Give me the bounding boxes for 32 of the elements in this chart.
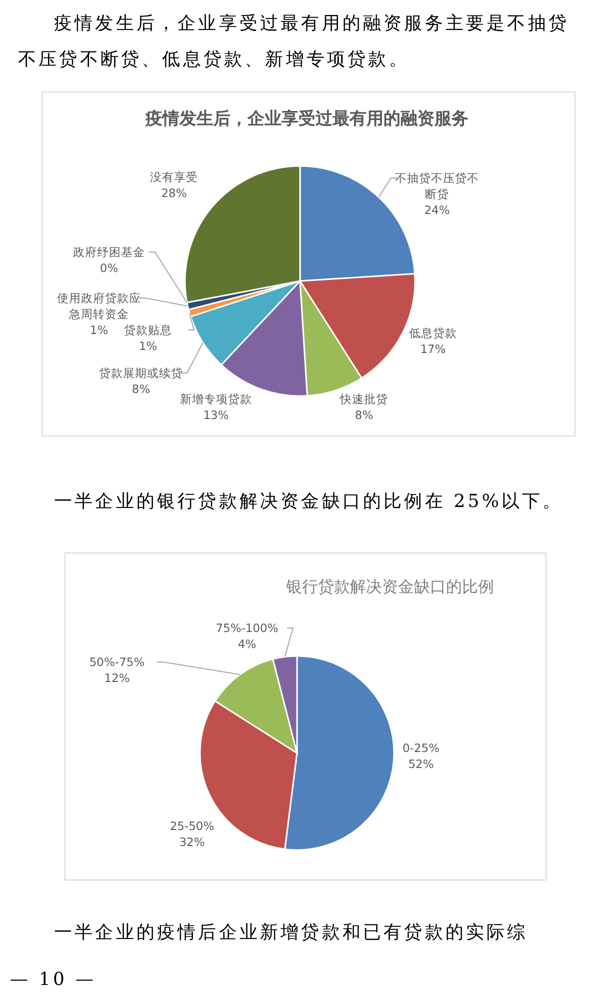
- slice-label: 不抽贷不压贷不断贷: [395, 171, 479, 201]
- data-label: 32%: [179, 835, 205, 849]
- slice-label: 贷款贴息: [124, 323, 172, 337]
- slice-label: 低息贷款: [409, 326, 457, 340]
- data-label: 8%: [132, 382, 150, 396]
- text: 0%: [100, 261, 118, 275]
- text: 一半企业的银行贷款解决资金缺口的比例在 25%以下。: [53, 490, 564, 514]
- slice-label: 快速批贷: [339, 392, 388, 406]
- data-label: 13%: [203, 408, 229, 422]
- slice-label: 使用政府贷款应急周转资金: [57, 291, 141, 321]
- slice-label: 75%-100%: [216, 621, 278, 635]
- slice-label: 25-50%: [170, 819, 214, 833]
- slice-label: 50%-75%: [89, 655, 145, 669]
- data-label: 12%: [104, 671, 130, 685]
- slice-label: 0-25%: [402, 741, 440, 755]
- chart-title: 疫情发生后，企业享受过最有用的融资服务: [144, 109, 468, 129]
- slice-label: 新增专项贷款: [180, 392, 252, 406]
- data-label: 52%: [408, 757, 434, 771]
- text: 疫情发生后，企业享受过最有用的融资服务主要是不抽贷不压贷不断贷、低息贷款、新增专项贷款。: [18, 12, 570, 72]
- data-label: 28%: [161, 186, 187, 200]
- category-label: 政府纾困基金: [73, 245, 145, 259]
- data-label: 1%: [138, 339, 158, 353]
- text: 一半企业的疫情后企业新增贷款和已有贷款的实际综: [53, 921, 529, 945]
- slice-label: 没有享受: [150, 170, 198, 184]
- data-label: 4%: [238, 637, 256, 651]
- data-label: 1%: [90, 323, 108, 337]
- data-label: 24%: [424, 203, 450, 217]
- data-label: 17%: [420, 342, 446, 356]
- slice-label: 贷款展期或续贷: [99, 366, 183, 380]
- data-label: 8%: [354, 408, 374, 422]
- text: — 10 —: [10, 968, 97, 992]
- chart-title: 银行贷款解决资金缺口的比例: [285, 577, 494, 596]
